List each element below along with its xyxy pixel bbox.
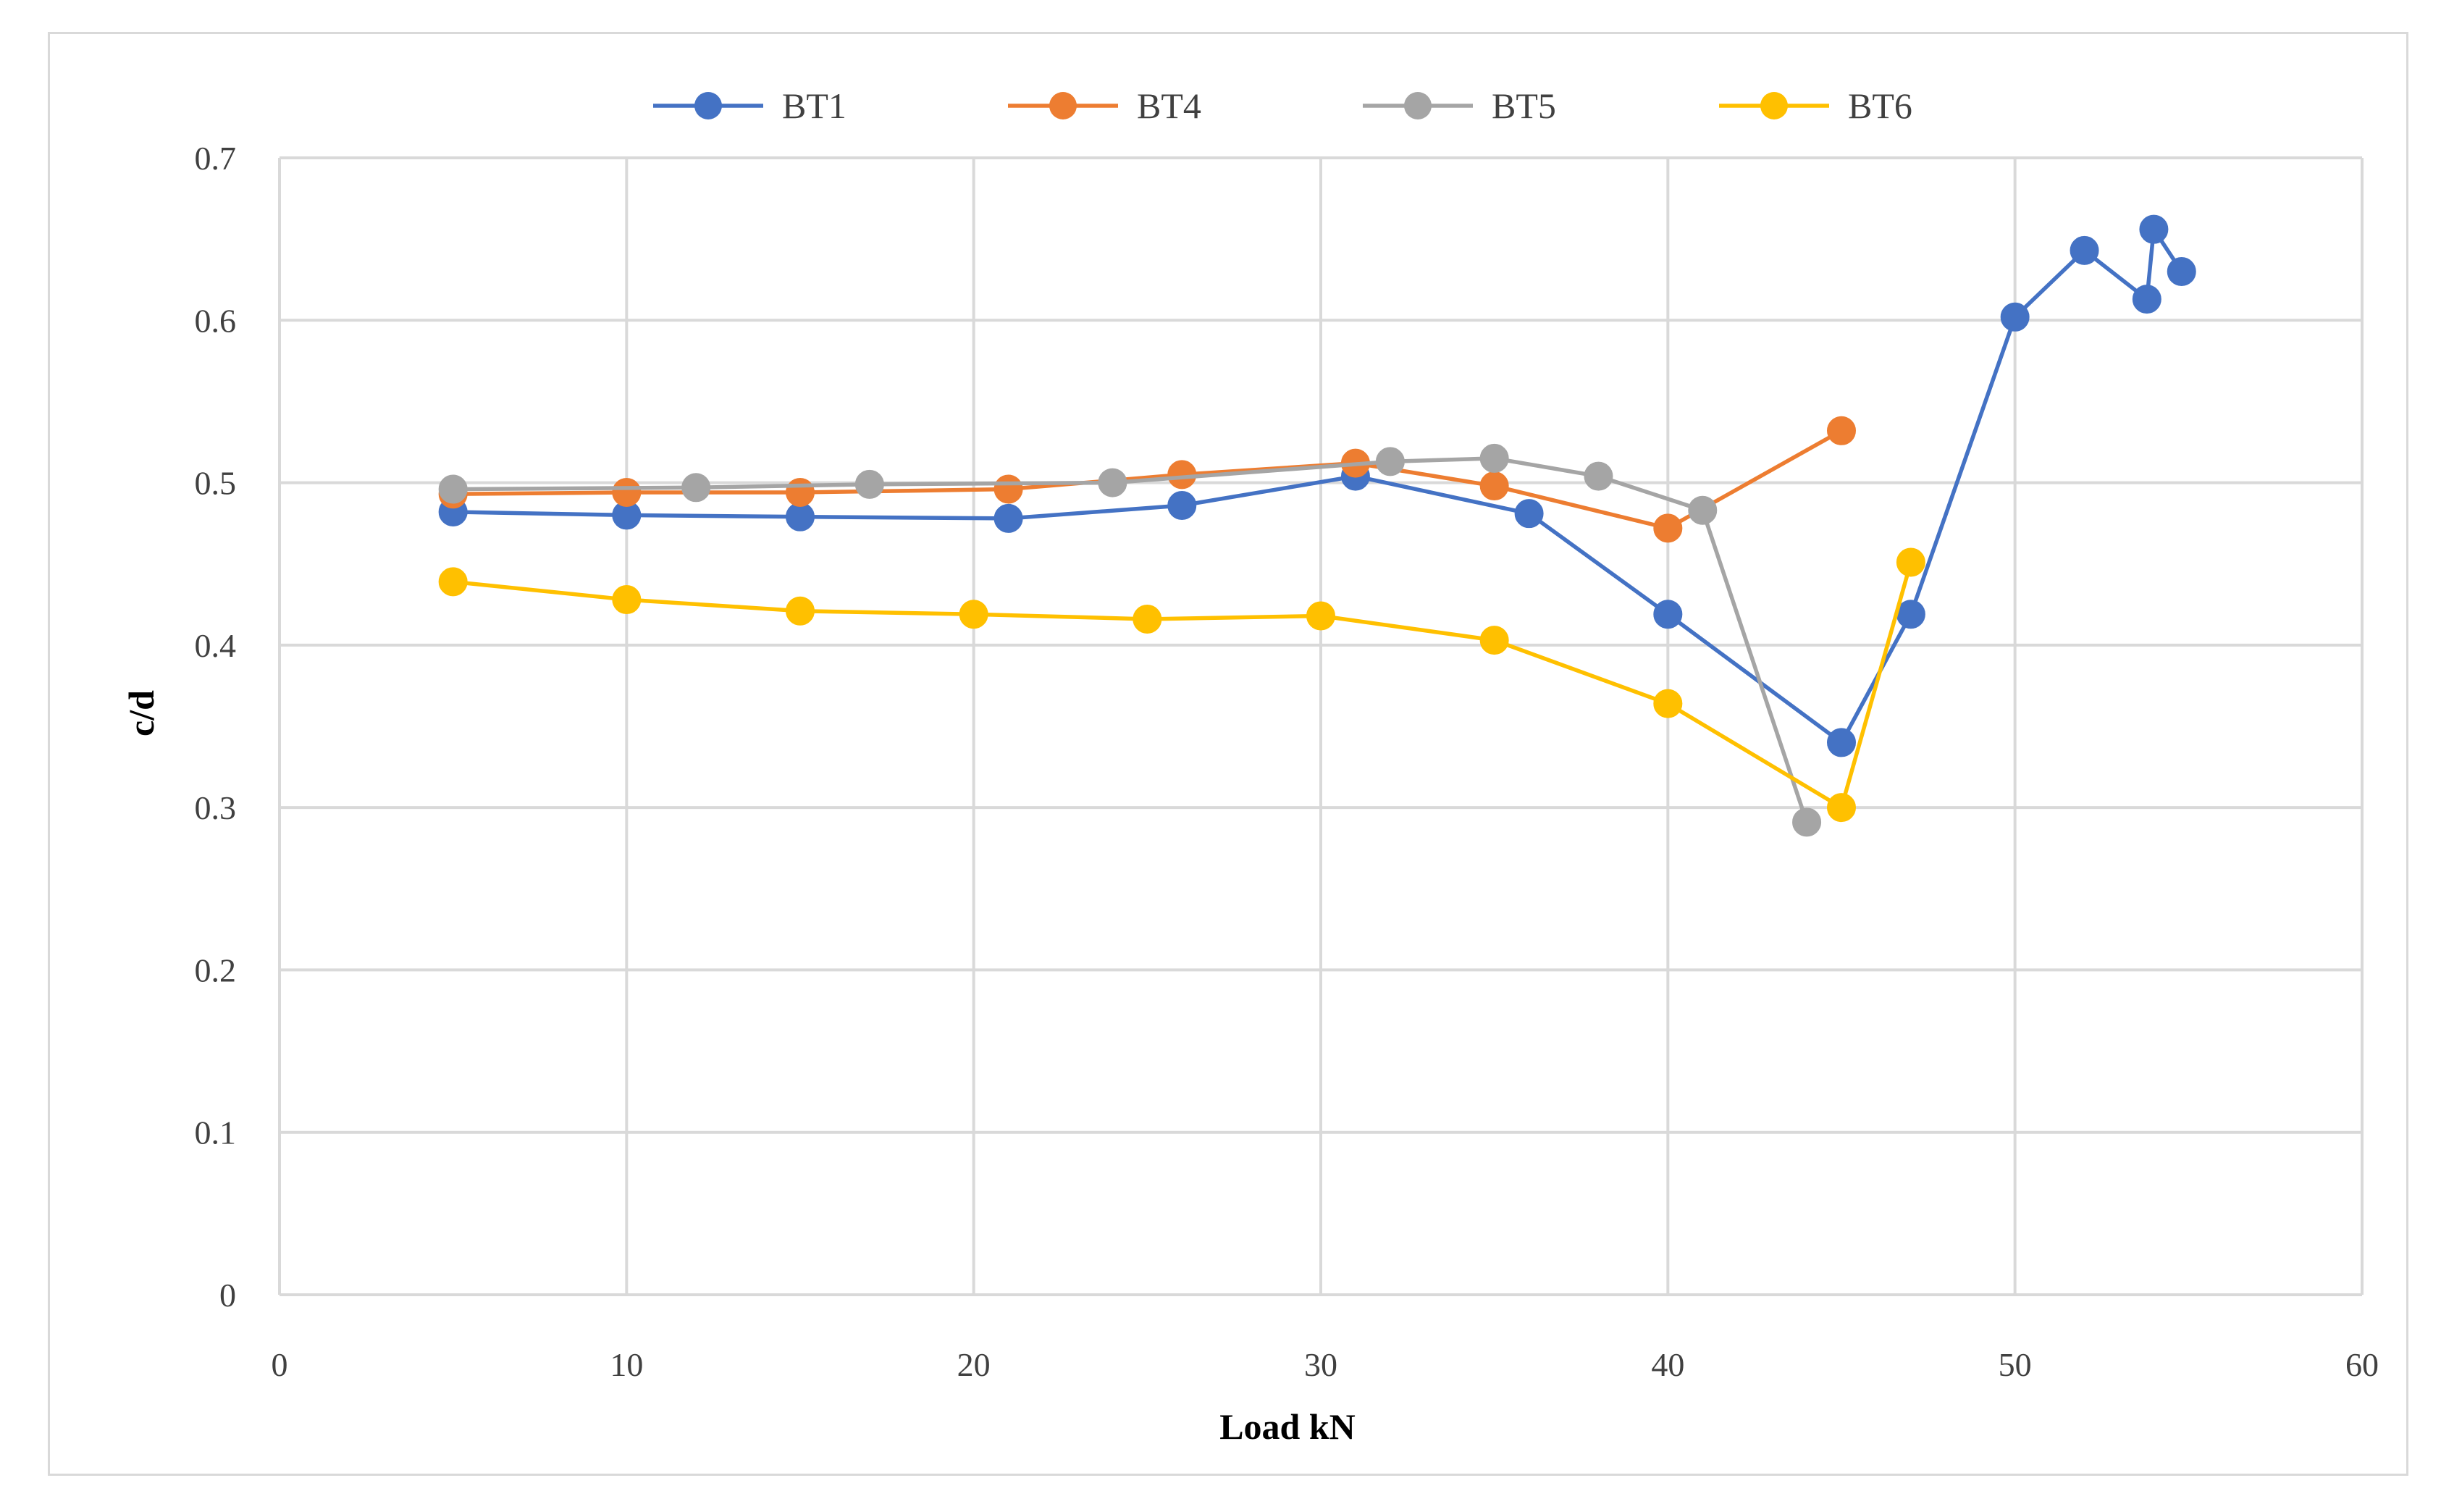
data-point-bt1[interactable] [786, 502, 815, 532]
legend-swatch-marker [1760, 92, 1788, 119]
legend-item-bt4[interactable]: BT4 [1008, 85, 1201, 126]
y-tick-label: 0.6 [195, 302, 237, 339]
legend-item-bt1[interactable]: BT1 [653, 85, 846, 126]
y-tick-label: 0.2 [195, 952, 237, 988]
y-tick-label: 0 [219, 1277, 236, 1314]
data-point-bt1[interactable] [2139, 214, 2169, 244]
data-point-bt5[interactable] [854, 469, 884, 499]
series-bt5 [438, 443, 1822, 837]
data-point-bt4[interactable] [1167, 460, 1197, 490]
data-point-bt5[interactable] [681, 473, 711, 503]
gridlines [278, 156, 2364, 1296]
data-point-bt4[interactable] [993, 474, 1023, 504]
legend-swatch-marker [1404, 92, 1432, 119]
data-point-bt1[interactable] [993, 503, 1023, 533]
series-bt6 [438, 547, 1925, 823]
y-tick-label: 0.3 [195, 789, 237, 826]
y-tick-label: 0.5 [195, 465, 237, 502]
legend-item-bt5[interactable]: BT5 [1363, 85, 1556, 126]
data-point-bt1[interactable] [1653, 600, 1683, 629]
data-point-bt4[interactable] [1479, 471, 1509, 501]
data-point-bt1[interactable] [1167, 490, 1197, 520]
data-point-bt6[interactable] [1133, 604, 1162, 634]
legend[interactable]: BT1 BT4 BT5 BT6 [653, 85, 1912, 126]
legend-label-bt6: BT6 [1848, 85, 1912, 126]
y-tick-label: 0.7 [195, 140, 237, 177]
y-tick-label: 0.4 [195, 627, 237, 664]
data-point-bt1[interactable] [2000, 302, 2030, 332]
tick-labels: 0 0.1 0.2 0.3 0.4 0.5 0.6 0.7 0 10 20 30 40 50 60 [195, 140, 2379, 1383]
data-point-bt5[interactable] [438, 474, 468, 504]
y-tick-label: 0.1 [195, 1114, 237, 1151]
data-point-bt6[interactable] [438, 567, 468, 597]
legend-label-bt5: BT5 [1492, 85, 1556, 126]
data-point-bt5[interactable] [1098, 468, 1127, 497]
data-point-bt4[interactable] [612, 478, 642, 508]
data-point-bt1[interactable] [2070, 235, 2099, 265]
data-point-bt6[interactable] [1306, 601, 1335, 631]
x-tick-label: 30 [1304, 1346, 1337, 1383]
data-point-bt6[interactable] [612, 585, 642, 615]
data-point-bt1[interactable] [1514, 499, 1544, 529]
data-point-bt6[interactable] [959, 600, 988, 629]
legend-swatch-marker [1049, 92, 1077, 119]
legend-label-bt1: BT1 [782, 85, 846, 126]
data-point-bt5[interactable] [1375, 447, 1405, 476]
data-point-bt5[interactable] [1479, 443, 1509, 473]
data-point-bt5[interactable] [1792, 807, 1822, 837]
data-point-bt4[interactable] [786, 478, 815, 508]
y-axis-title: c/d [121, 690, 161, 736]
data-point-bt1[interactable] [1896, 600, 1925, 629]
data-point-bt6[interactable] [1827, 793, 1856, 823]
data-point-bt5[interactable] [1688, 495, 1718, 525]
data-point-bt1[interactable] [2132, 285, 2161, 314]
data-point-bt1[interactable] [2167, 257, 2196, 286]
x-tick-label: 40 [1651, 1346, 1684, 1383]
data-point-bt6[interactable] [786, 596, 815, 626]
legend-item-bt6[interactable]: BT6 [1719, 85, 1912, 126]
x-tick-label: 20 [957, 1346, 991, 1383]
data-point-bt5[interactable] [1584, 461, 1613, 491]
data-point-bt6[interactable] [1479, 626, 1509, 655]
x-tick-label: 50 [1999, 1346, 2032, 1383]
data-point-bt6[interactable] [1653, 689, 1683, 718]
x-tick-label: 10 [610, 1346, 643, 1383]
x-axis-title: Load kN [1219, 1406, 1356, 1447]
data-point-bt1[interactable] [1827, 728, 1856, 757]
data-point-bt4[interactable] [1827, 416, 1856, 445]
data-point-bt6[interactable] [1896, 547, 1925, 577]
legend-swatch-marker [694, 92, 722, 119]
series-line-bt6 [450, 560, 1913, 810]
legend-label-bt4: BT4 [1137, 85, 1201, 126]
data-point-bt4[interactable] [1653, 513, 1683, 543]
x-tick-label: 0 [272, 1346, 288, 1383]
series-layer [438, 214, 2196, 837]
x-tick-label: 60 [2345, 1346, 2379, 1383]
